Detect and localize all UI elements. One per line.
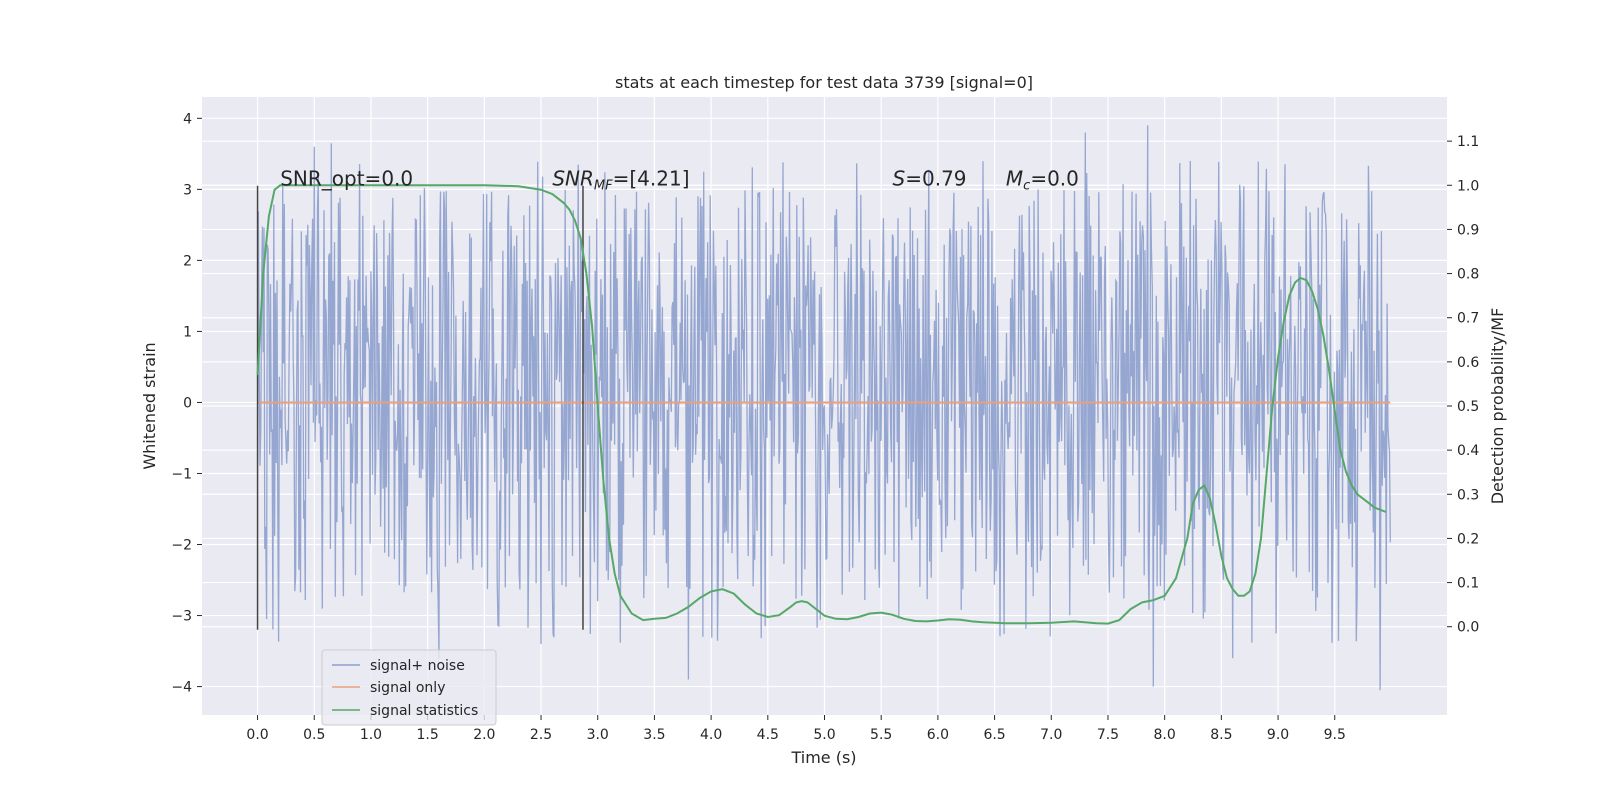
x-tick-label-5: 2.5: [530, 727, 552, 743]
y-left-tick-label-3: −1: [171, 466, 192, 482]
y-right-tick-label-4: 0.4: [1457, 443, 1479, 459]
y-right-tick-label-11: 1.1: [1457, 134, 1479, 150]
annotation-s-rest: =0.79: [905, 166, 966, 190]
legend-label-signal-noise: signal+ noise: [370, 658, 465, 674]
x-axis-ticks: 0.0 0.5 1.0 1.5 2.0 2.5 3.0 3.5 4.0 4.5 5.0 5.5 6.0 6…: [246, 715, 1346, 743]
y-right-tick-label-1: 0.1: [1457, 576, 1479, 592]
y-left-tick-label-4: 0: [183, 395, 192, 411]
y-right-tick-label-9: 0.9: [1457, 222, 1479, 238]
legend-label-signal-statistics: signal statistics: [370, 703, 478, 719]
vertical-markers: [256, 185, 584, 630]
annotation-snr-opt: SNR_opt=0.0: [280, 166, 413, 190]
x-tick-label-4: 2.0: [473, 727, 495, 743]
x-tick-label-0: 0.0: [246, 727, 268, 743]
signal-noise-series: [256, 125, 1391, 691]
annotation-snr-mf: SNRMF=[4.21]: [552, 166, 689, 193]
x-tick-label-13: 6.5: [983, 727, 1005, 743]
annotation-mc-value: Mc=0.0: [1006, 166, 1079, 193]
y-right-tick-label-5: 0.5: [1457, 399, 1479, 415]
x-tick-label-15: 7.5: [1097, 727, 1119, 743]
x-tick-label-18: 9.0: [1267, 727, 1289, 743]
annotation-snr-mf-rest: =[4.21]: [613, 166, 690, 190]
y-right-tick-label-7: 0.7: [1457, 311, 1479, 327]
x-tick-label-14: 7.0: [1040, 727, 1062, 743]
annotation-mc-sub: c: [1023, 178, 1030, 193]
y-left-axis-label: Whitened strain: [140, 342, 159, 469]
annotation-mc-main: M: [1006, 166, 1023, 190]
legend-box: [321, 649, 497, 726]
y-left-axis-ticks: −4 −3 −2 −1 0 1 2 3 4: [171, 111, 202, 696]
chart-title: stats at each timestep for test data 373…: [615, 73, 1033, 92]
y-right-tick-label-10: 1.0: [1457, 178, 1479, 194]
x-tick-label-17: 8.5: [1210, 727, 1232, 743]
x-tick-label-8: 4.0: [700, 727, 722, 743]
y-left-tick-label-7: 3: [183, 182, 192, 198]
y-left-tick-label-6: 2: [183, 253, 192, 269]
y-right-tick-label-0: 0.0: [1457, 620, 1479, 636]
legend: signal+ noise signal only signal statist…: [321, 649, 497, 726]
signal-statistics-series: [256, 184, 1387, 625]
x-tick-label-19: 9.5: [1324, 727, 1346, 743]
y-left-tick-label-8: 4: [183, 111, 192, 127]
signal-statistics-line: [256, 184, 1387, 625]
x-tick-label-9: 4.5: [757, 727, 779, 743]
x-tick-label-6: 3.0: [587, 727, 609, 743]
x-tick-label-16: 8.0: [1154, 727, 1176, 743]
x-tick-label-2: 1.0: [360, 727, 382, 743]
y-right-axis-ticks: 0.0 0.1 0.2 0.3 0.4 0.5 0.6 0.7 0.8 0.9 1.0 1.1: [1447, 134, 1479, 636]
legend-label-signal-only: signal only: [370, 680, 445, 696]
annotation-s-value: S=0.79: [893, 166, 967, 190]
y-left-tick-label-1: −3: [171, 609, 192, 625]
annotation-s-main: S: [893, 166, 906, 190]
y-left-tick-label-0: −4: [171, 680, 192, 696]
annotations: SNR_opt=0.0 SNRMF=[4.21] S=0.79 Mc=0.0: [280, 166, 1079, 193]
y-left-tick-label-2: −2: [171, 538, 192, 554]
annotation-snr-mf-main: SNR: [552, 166, 594, 190]
x-axis-label: Time (s): [790, 748, 856, 767]
y-right-axis-label: Detection probability/MF: [1488, 308, 1507, 505]
y-right-tick-label-6: 0.6: [1457, 355, 1479, 371]
signal-noise-trace: [256, 125, 1391, 691]
y-right-tick-label-2: 0.2: [1457, 531, 1479, 547]
x-tick-label-12: 6.0: [927, 727, 949, 743]
y-left-tick-label-5: 1: [183, 324, 192, 340]
x-tick-label-11: 5.5: [870, 727, 892, 743]
x-tick-label-3: 1.5: [417, 727, 439, 743]
annotation-snr-mf-sub: MF: [594, 178, 613, 193]
annotation-mc-rest: =0.0: [1030, 166, 1079, 190]
y-right-tick-label-3: 0.3: [1457, 487, 1479, 503]
x-tick-label-10: 5.0: [813, 727, 835, 743]
x-tick-label-7: 3.5: [643, 727, 665, 743]
y-right-tick-label-8: 0.8: [1457, 267, 1479, 283]
x-tick-label-1: 0.5: [303, 727, 325, 743]
